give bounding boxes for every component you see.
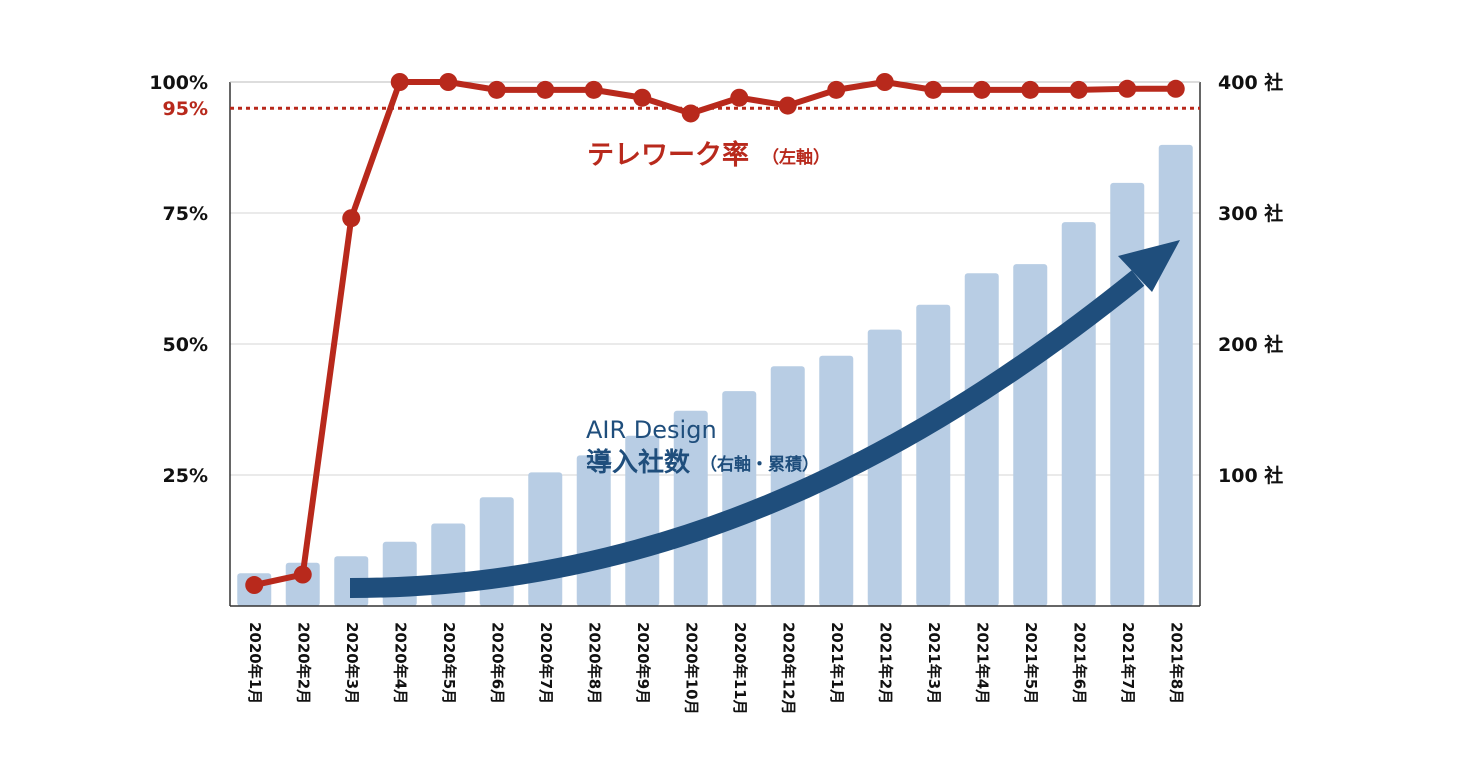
line-point (342, 209, 361, 228)
air-design-label-line1: AIR Design (586, 416, 717, 444)
x-tick-label: 2020年1月 (246, 622, 264, 704)
line-point (536, 80, 555, 99)
left-tick-label: 100% (149, 72, 208, 94)
line-point (439, 73, 458, 91)
line-point (293, 565, 312, 584)
x-tick-label: 2020年8月 (585, 622, 603, 704)
telework-axis-note: （左軸） (762, 147, 830, 168)
left-tick-label: 75% (163, 203, 208, 225)
bar (673, 410, 708, 606)
left-tick-label: 25% (163, 465, 208, 487)
arrow-head (1118, 240, 1180, 292)
telework-label: テレワーク率 (587, 139, 749, 171)
line-point (245, 576, 264, 595)
x-tick-label: 2021年5月 (1022, 622, 1040, 704)
x-tick-label: 2021年7月 (1119, 622, 1137, 704)
x-tick-label: 2021年2月 (876, 622, 894, 704)
line-point (1166, 79, 1185, 98)
bar (722, 391, 757, 606)
x-tick-label: 2021年8月 (1167, 622, 1185, 704)
line-point (778, 96, 797, 115)
line-point (1069, 80, 1088, 99)
x-tick-label: 2020年7月 (537, 622, 555, 704)
bar (1158, 144, 1193, 606)
x-tick-label: 2020年10月 (682, 622, 700, 715)
line-point (487, 80, 506, 99)
bar (528, 472, 563, 606)
line-point (972, 80, 991, 99)
line-point (827, 80, 846, 99)
air-design-label-line2: 導入社数 (586, 447, 691, 478)
bar (916, 304, 951, 606)
right-tick-label: 100 社 (1218, 464, 1283, 487)
x-tick-label: 2020年11月 (731, 622, 749, 715)
right-tick-label: 400 社 (1218, 71, 1283, 94)
reference-line-label: 95% (163, 98, 208, 120)
left-tick-label: 50% (163, 334, 208, 356)
line-point (584, 80, 603, 99)
x-tick-label: 2020年4月 (391, 622, 409, 704)
line-point (730, 88, 749, 107)
arrow-shaft (349, 270, 1145, 598)
line-point (633, 88, 652, 107)
right-tick-label: 200 社 (1218, 333, 1283, 356)
line-point (924, 80, 943, 99)
x-tick-label: 2020年2月 (294, 622, 312, 704)
x-tick-label: 2021年6月 (1070, 622, 1088, 704)
bar (964, 273, 999, 606)
bar (1110, 182, 1145, 606)
tick-labels: 100% 75% 50% 25% 95% 400 社 300 社 200 社 100 社 2020… (149, 71, 1283, 715)
x-tick-label: 2021年4月 (973, 622, 991, 704)
x-tick-label: 2020年12月 (779, 622, 797, 715)
line-point (875, 73, 894, 91)
x-tick-label: 2020年3月 (343, 622, 361, 704)
bar (1013, 264, 1048, 606)
bar-series (237, 144, 1193, 607)
line-point (390, 73, 409, 91)
x-tick-label: 2020年6月 (488, 622, 506, 704)
x-tick-label: 2021年3月 (925, 622, 943, 704)
right-tick-label: 300 社 (1218, 202, 1283, 225)
bar (625, 435, 660, 606)
line-point (1118, 79, 1137, 98)
line-point (1021, 80, 1040, 99)
x-tick-label: 2021年1月 (828, 622, 846, 704)
bar (1061, 222, 1096, 607)
bar (867, 329, 902, 606)
x-tick-label: 2020年5月 (440, 622, 458, 704)
line-series (245, 73, 1185, 595)
line-point (681, 104, 700, 123)
x-tick-label: 2020年9月 (634, 622, 652, 704)
air-design-axis-note: （右軸・累積） (700, 454, 819, 475)
growth-arrow (349, 240, 1180, 598)
